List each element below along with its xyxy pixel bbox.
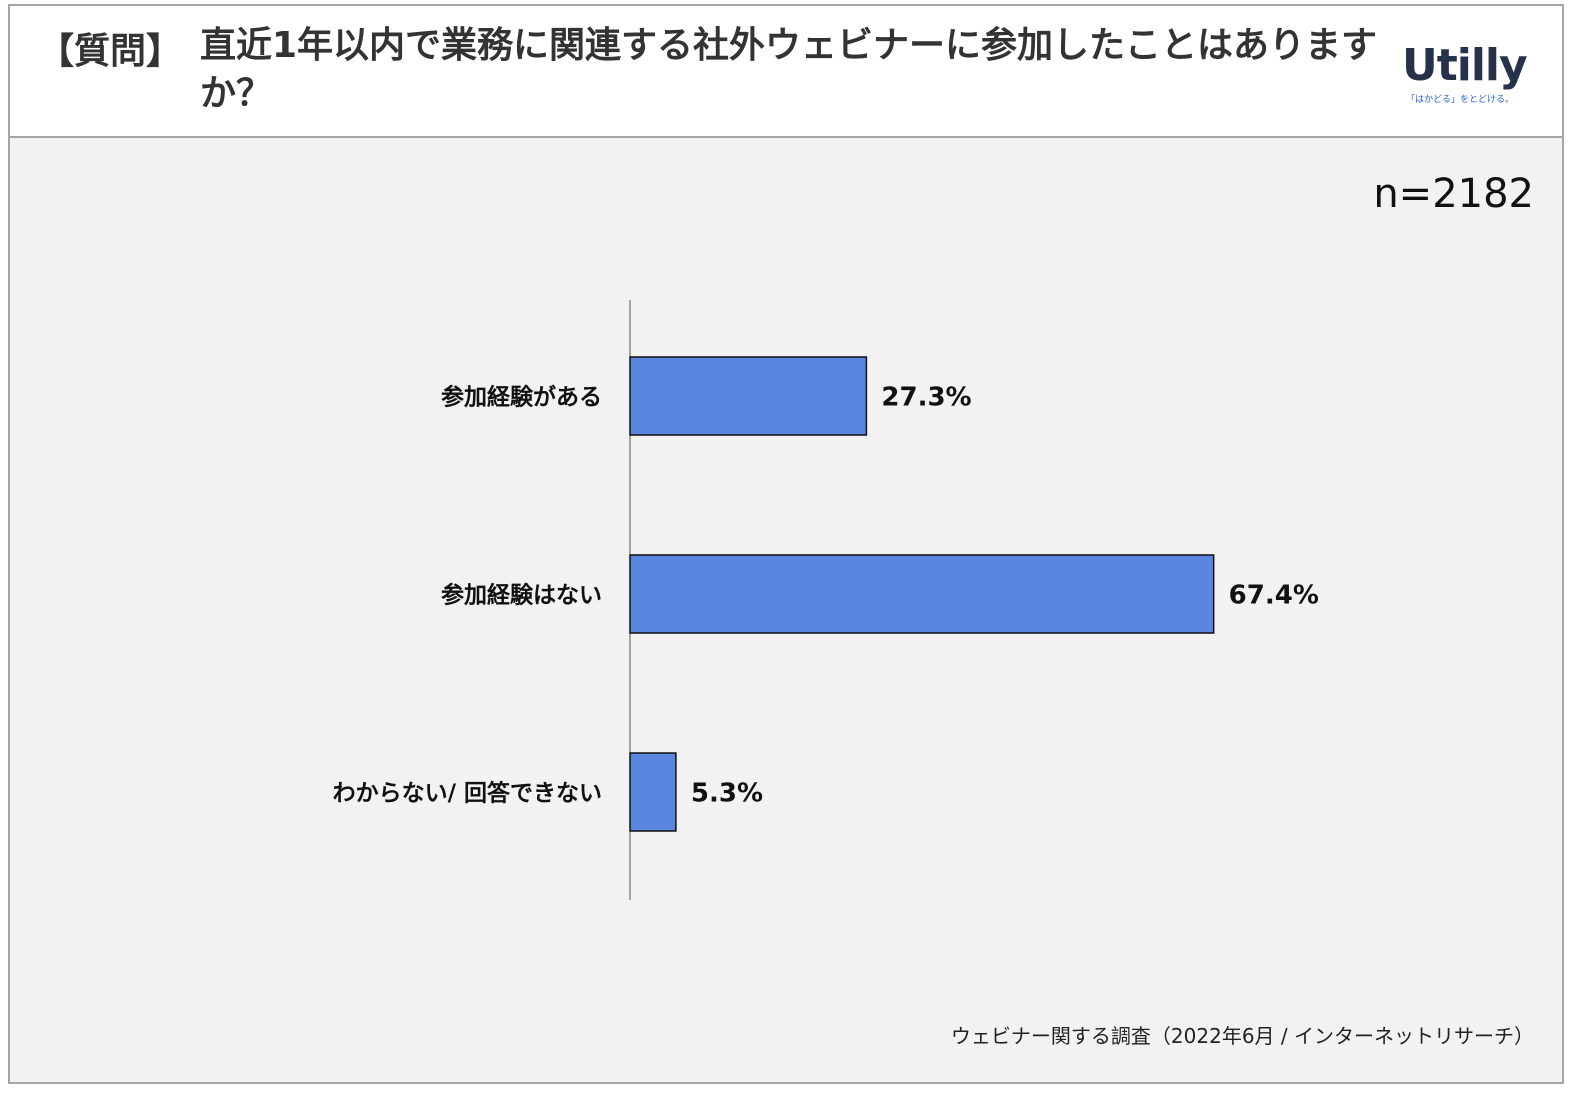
question-header: 【質問】 直近1年以内で業務に関連する社外ウェビナーに参加したことはありますか？… (10, 6, 1562, 138)
category-label-0: 参加経験がある (441, 384, 602, 411)
category-label-2: わからない/ 回答できない (333, 780, 602, 807)
utilly-logo: Utilly 「はかどる」をとどける。 (1402, 42, 1532, 108)
logo-wordmark: Utilly (1402, 40, 1528, 91)
sample-size: n=2182 (1373, 171, 1534, 217)
bar-0 (629, 356, 868, 436)
value-label-2: 5.3% (691, 779, 763, 809)
value-label-0: 27.3% (881, 383, 971, 413)
question-text: 直近1年以内で業務に関連する社外ウェビナーに参加したことはありますか？ (200, 25, 1378, 114)
chart-frame: 【質問】 直近1年以内で業務に関連する社外ウェビナーに参加したことはありますか？… (8, 4, 1564, 1084)
logo-tagline: 「はかどる」をとどける。 (1406, 95, 1515, 105)
value-label-1: 67.4% (1229, 581, 1319, 611)
question-tag: 【質問】 (38, 31, 183, 72)
source-note: ウェビナー関する調査（2022年6月 / インターネットリサーチ） (950, 1024, 1534, 1048)
bar-2 (629, 752, 677, 832)
bar-1 (629, 554, 1215, 634)
category-label-1: 参加経験はない (441, 582, 602, 609)
